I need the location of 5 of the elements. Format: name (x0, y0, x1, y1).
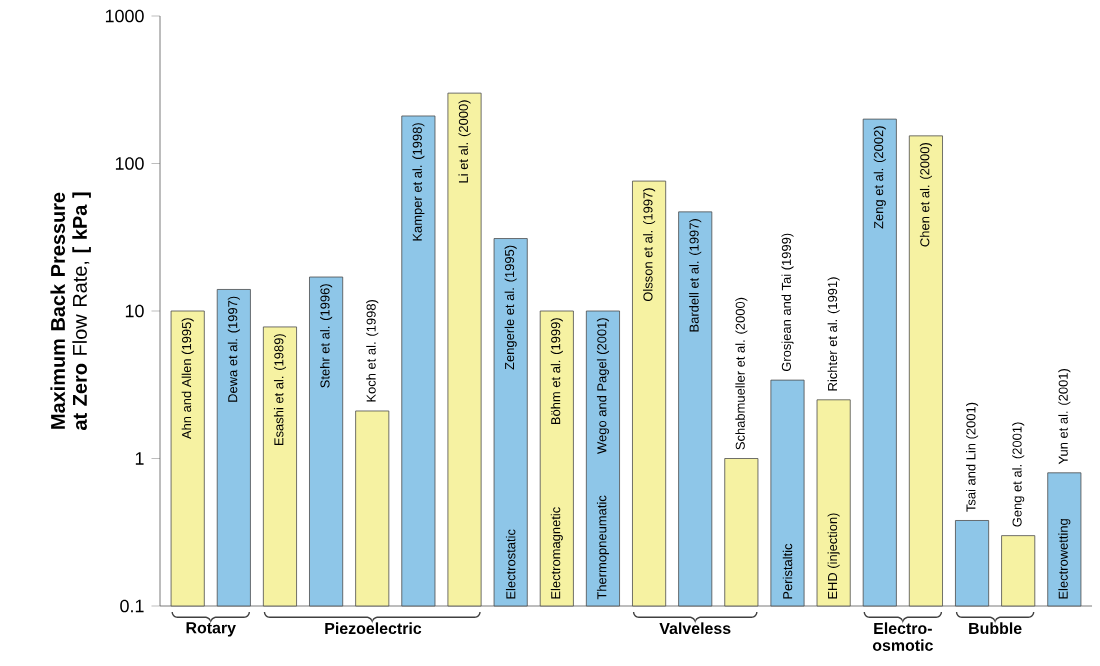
y-tick-label: 0.1 (120, 599, 144, 613)
y-tick-label: 1000 (105, 9, 144, 23)
y-tick-label: 10 (125, 304, 144, 318)
y-tick-label: 100 (115, 157, 144, 170)
y-tick-label: 1 (135, 452, 144, 465)
